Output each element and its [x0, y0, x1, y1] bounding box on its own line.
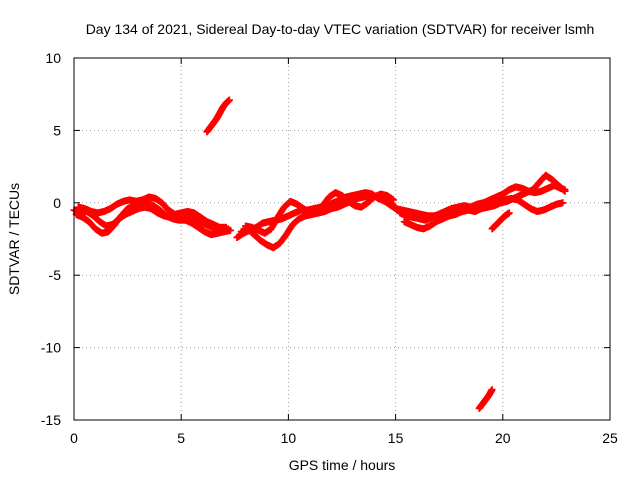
y-tick-label: -5 — [49, 267, 62, 283]
plot-frame — [73, 57, 611, 421]
data-point — [227, 226, 235, 234]
data-point — [561, 187, 569, 195]
grid — [74, 58, 610, 420]
series-arc-low — [475, 386, 496, 412]
data-point — [389, 196, 397, 204]
y-tick-label: 10 — [45, 50, 61, 66]
data-point — [488, 386, 496, 394]
chart-title: Day 134 of 2021, Sidereal Day-to-day VTE… — [86, 21, 595, 37]
series-arc-high — [203, 96, 233, 136]
y-axis-label: SDTVAR / TECUs — [6, 183, 22, 295]
x-tick-label: 0 — [70, 430, 78, 446]
data-point — [222, 223, 230, 231]
y-tick-label: -10 — [41, 340, 61, 356]
x-tick-label: 15 — [388, 430, 404, 446]
y-tick-label: 0 — [53, 195, 61, 211]
x-tick-label: 5 — [177, 430, 185, 446]
series-track-j — [488, 209, 513, 233]
data-point — [505, 209, 513, 217]
axes: 0 5 10 15 20 25 -15 -10 -5 0 5 10 — [41, 50, 618, 446]
x-axis-label: GPS time / hours — [289, 457, 396, 473]
series-track-c — [74, 193, 230, 231]
series-track-f — [242, 189, 397, 237]
data-point — [225, 96, 233, 104]
series-track-i — [392, 194, 567, 220]
x-tick-label: 20 — [495, 430, 511, 446]
data-point — [559, 199, 567, 207]
y-tick-label: -15 — [41, 412, 61, 428]
x-tick-label: 25 — [602, 430, 618, 446]
data-points — [70, 96, 569, 412]
y-tick-label: 5 — [53, 122, 61, 138]
x-tick-label: 10 — [281, 430, 297, 446]
